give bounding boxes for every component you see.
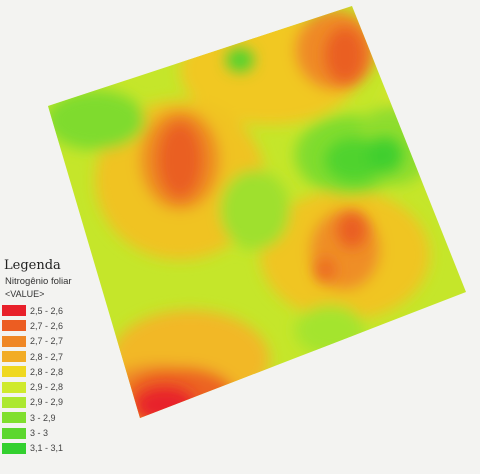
legend-item-label: 3 - 2,9 [30,412,56,423]
legend-swatch [2,320,26,332]
legend-item-label: 3,1 - 3,1 [30,443,64,454]
legend-swatch [2,412,26,424]
map-legend: Legenda Nitrogênio foliar <VALUE> 2,5 - … [2,258,122,456]
legend-swatch [2,335,26,347]
legend-layer-name: Nitrogênio foliar [5,276,72,287]
legend-field-name: <VALUE> [5,289,45,299]
legend-item-label: 2,8 - 2,7 [30,351,64,362]
legend-item: 2,8 - 2,7 [2,349,122,364]
legend-item-label: 2,7 - 2,6 [30,320,64,331]
legend-swatch [2,305,26,317]
legend-items: 2,5 - 2,6 2,7 - 2,6 2,7 - 2,7 2,8 - 2,7 2,8 … [2,303,122,456]
legend-item: 2,7 - 2,6 [2,318,122,333]
legend-item: 3 - 3 [2,425,122,440]
legend-item-label: 2,8 - 2,8 [30,366,64,377]
legend-swatch [2,351,26,363]
legend-swatch [2,396,26,408]
legend-swatch [2,366,26,378]
legend-item-label: 2,9 - 2,9 [30,397,64,408]
legend-item: 2,8 - 2,8 [2,364,122,379]
legend-item-label: 3 - 3 [30,428,49,439]
legend-item: 2,5 - 2,6 [2,303,122,318]
legend-swatch [2,427,26,439]
legend-swatch [2,442,26,454]
legend-item: 2,9 - 2,8 [2,379,122,394]
legend-item-label: 2,5 - 2,6 [30,305,64,316]
legend-item-label: 2,9 - 2,8 [30,382,64,393]
legend-item: 3 - 2,9 [2,410,122,425]
legend-item: 2,7 - 2,7 [2,334,122,349]
legend-item: 2,9 - 2,9 [2,395,122,410]
legend-item: 3,1 - 3,1 [2,441,122,456]
legend-title: Legenda [4,258,61,273]
legend-item-label: 2,7 - 2,7 [30,336,64,347]
legend-swatch [2,381,26,393]
